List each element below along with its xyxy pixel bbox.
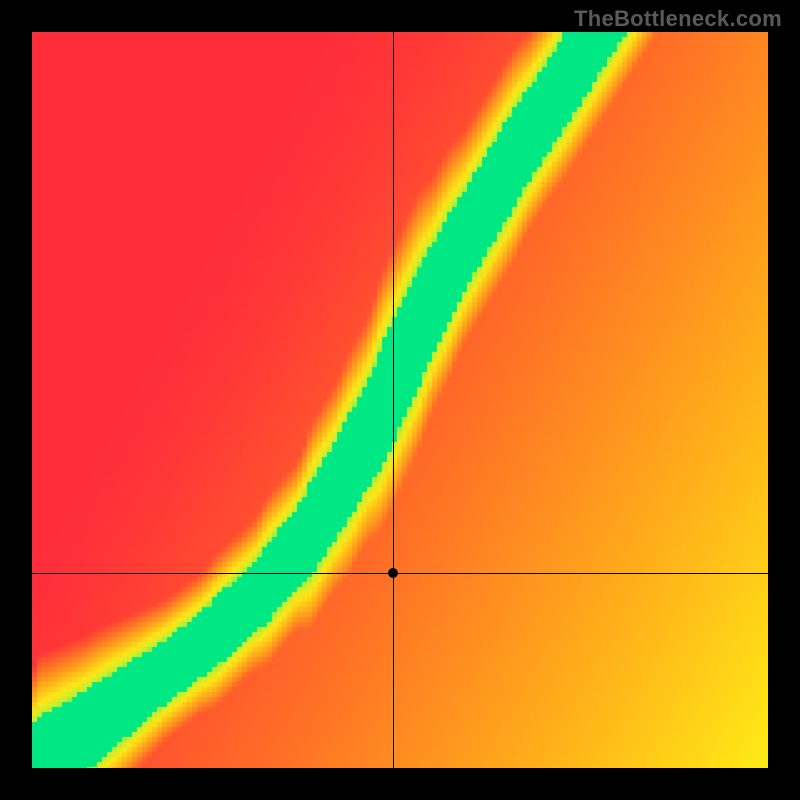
marker-point (388, 568, 398, 578)
watermark-text: TheBottleneck.com (574, 6, 782, 32)
crosshair-horizontal (32, 573, 768, 574)
crosshair-vertical (393, 32, 394, 768)
heatmap-plot (32, 32, 768, 768)
heatmap-canvas (32, 32, 768, 768)
